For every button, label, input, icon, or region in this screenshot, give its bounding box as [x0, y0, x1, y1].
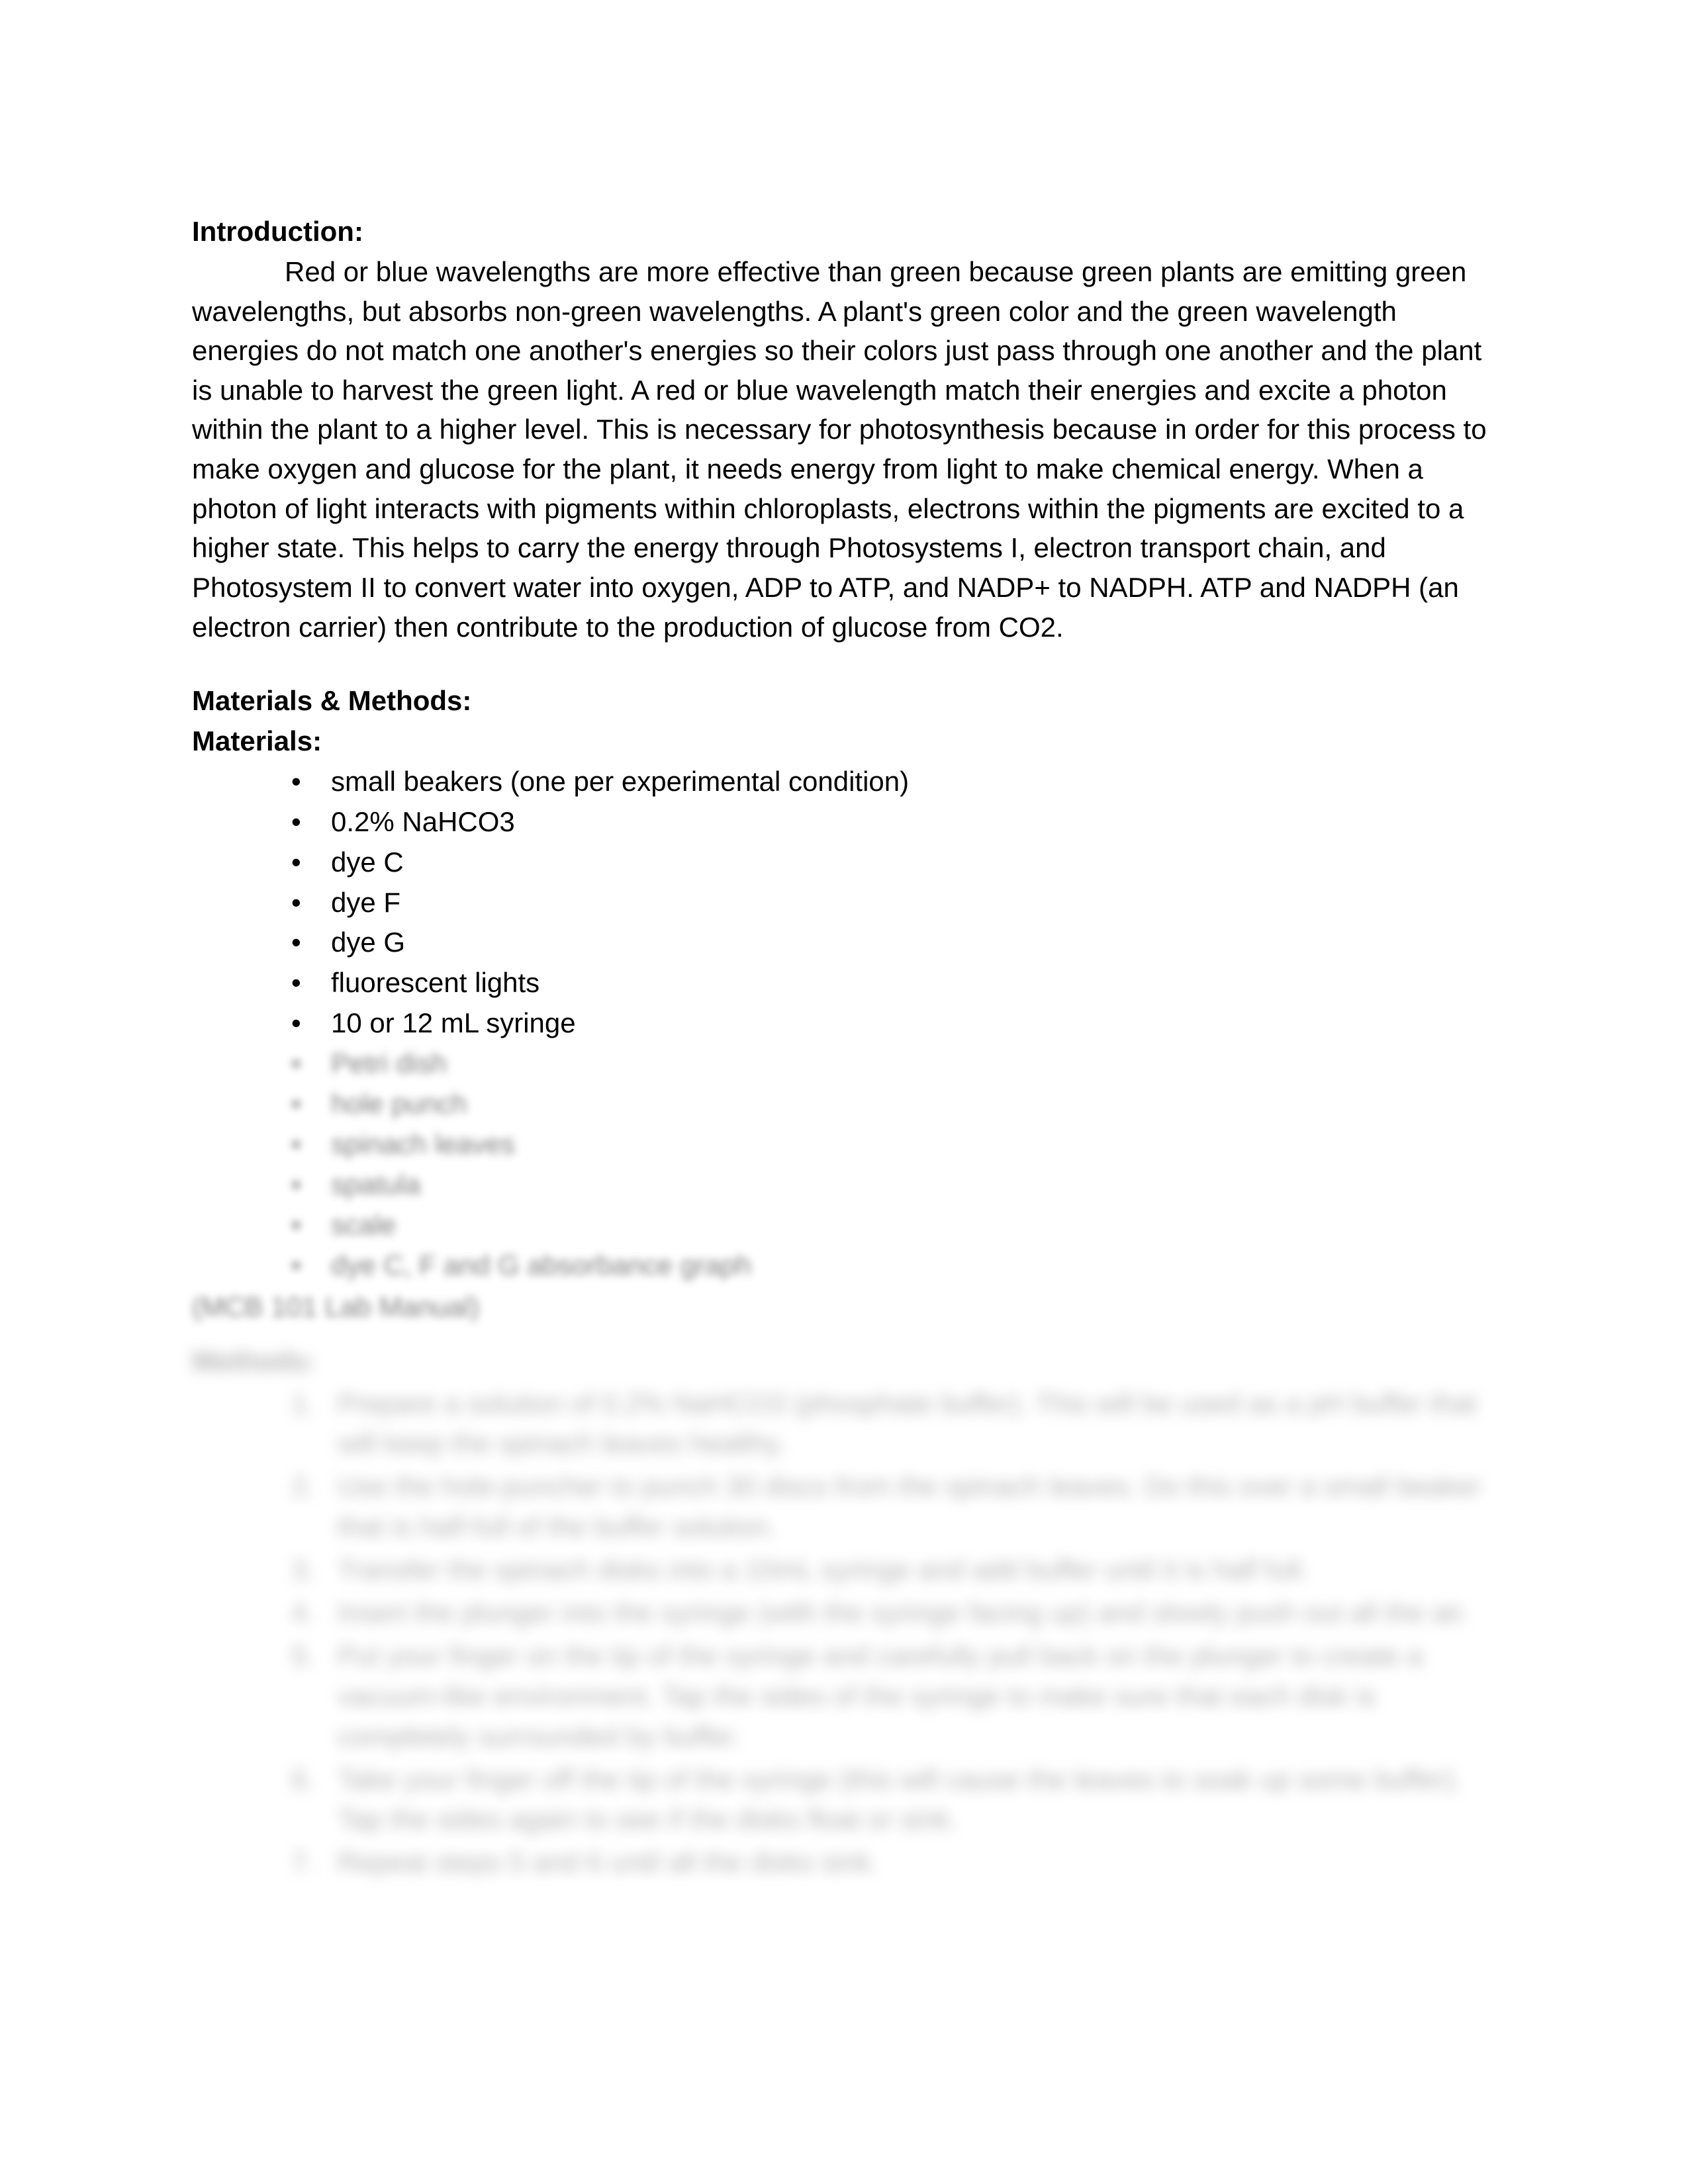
materials-source: (MCB 101 Lab Manual) [192, 1287, 1496, 1328]
list-item: dye F [291, 883, 1496, 923]
introduction-paragraph: Red or blue wavelengths are more effecti… [192, 252, 1496, 647]
list-item-blurred: Petri dish [291, 1044, 1496, 1084]
materials-methods-heading: Materials & Methods: [192, 681, 1496, 721]
list-item-blurred: scale [291, 1205, 1496, 1246]
list-item: 0.2% NaHCO3 [291, 802, 1496, 842]
list-item-text: scale [331, 1209, 396, 1240]
list-item-text: dye C, F and G absorbance graph [331, 1250, 751, 1281]
list-item: 10 or 12 mL syringe [291, 1003, 1496, 1044]
list-item-text: spinach leaves [331, 1128, 515, 1160]
list-item-text: Put your finger on the tip of the syring… [338, 1640, 1423, 1752]
materials-list: small beakers (one per experimental cond… [192, 762, 1496, 1286]
list-item-text: Use the hole-puncher to punch 30 discs f… [338, 1471, 1481, 1542]
list-item-text: Prepare a solution of 0.2% NaHCO3 (phosp… [338, 1388, 1477, 1459]
list-item-text: dye C [331, 846, 404, 878]
introduction-heading: Introduction: [192, 212, 1496, 252]
materials-heading: Materials: [192, 721, 1496, 762]
list-item-text: Transfer the spinach disks into a 10mL s… [338, 1554, 1309, 1585]
list-item-text: spatula [331, 1169, 420, 1200]
list-item: dye C [291, 842, 1496, 883]
list-item-text: fluorescent lights [331, 967, 539, 998]
list-item-text: Petri dish [331, 1048, 447, 1079]
list-item-blurred: hole punch [291, 1084, 1496, 1124]
list-item-text: hole punch [331, 1088, 467, 1119]
list-item: 2.Use the hole-puncher to punch 30 discs… [291, 1467, 1496, 1547]
list-item-blurred: spatula [291, 1165, 1496, 1205]
list-item-text: small beakers (one per experimental cond… [331, 766, 909, 797]
list-item: dye G [291, 923, 1496, 963]
list-item-blurred: spinach leaves [291, 1124, 1496, 1165]
list-item: 3.Transfer the spinach disks into a 10mL… [291, 1550, 1496, 1590]
list-item: small beakers (one per experimental cond… [291, 762, 1496, 802]
list-item: 4.Insert the plunger into the syringe (w… [291, 1593, 1496, 1633]
list-item: 7.Repeat steps 5 and 6 until all the dis… [291, 1843, 1496, 1883]
methods-list: 1.Prepare a solution of 0.2% NaHCO3 (pho… [192, 1384, 1496, 1884]
list-item-text: 0.2% NaHCO3 [331, 806, 515, 837]
list-item: 6.Take your finger off the tip of the sy… [291, 1760, 1496, 1841]
list-item-text: Repeat steps 5 and 6 until all the disks… [338, 1846, 878, 1878]
list-item: 1.Prepare a solution of 0.2% NaHCO3 (pho… [291, 1384, 1496, 1465]
list-item-blurred: dye C, F and G absorbance graph [291, 1246, 1496, 1286]
list-item: 5.Put your finger on the tip of the syri… [291, 1636, 1496, 1757]
methods-heading: Methods: [192, 1339, 1496, 1383]
list-item-text: Take your finger off the tip of the syri… [338, 1764, 1462, 1835]
list-item-text: dye G [331, 927, 405, 958]
list-item-text: dye F [331, 887, 400, 918]
list-item: fluorescent lights [291, 963, 1496, 1003]
introduction-text: Red or blue wavelengths are more effecti… [192, 256, 1487, 643]
list-item-text: Insert the plunger into the syringe (wit… [338, 1597, 1469, 1628]
list-item-text: 10 or 12 mL syringe [331, 1007, 576, 1038]
